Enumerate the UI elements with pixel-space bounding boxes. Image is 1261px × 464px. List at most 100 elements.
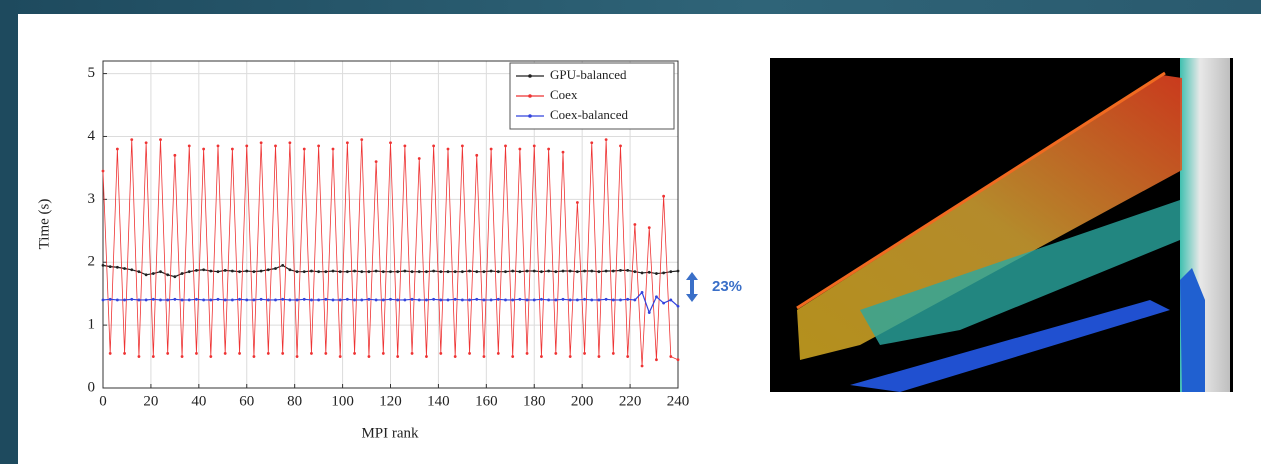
- data-point: [252, 298, 256, 302]
- data-point: [432, 297, 436, 301]
- data-point: [626, 297, 630, 301]
- data-point: [374, 269, 378, 273]
- data-point: [525, 269, 529, 273]
- data-point: [166, 273, 170, 277]
- data-point: [310, 298, 313, 302]
- data-point: [439, 270, 443, 274]
- data-point: [345, 297, 349, 301]
- data-point: [324, 270, 328, 274]
- annotation: 23%: [712, 278, 742, 295]
- simulation-image: [770, 58, 1233, 392]
- data-point: [597, 298, 601, 302]
- data-point: [647, 270, 651, 274]
- data-point: [108, 352, 112, 355]
- data-point: [439, 352, 443, 355]
- data-point: [410, 297, 414, 301]
- data-point: [640, 291, 644, 294]
- data-point: [561, 150, 565, 154]
- data-point: [266, 298, 270, 302]
- data-point: [230, 269, 234, 273]
- data-point: [166, 352, 170, 355]
- data-point: [202, 268, 206, 272]
- data-point: [561, 297, 565, 301]
- data-point: [288, 141, 292, 145]
- data-point: [187, 144, 191, 148]
- x-tick-label: 20: [143, 393, 158, 409]
- data-point: [101, 169, 105, 173]
- y-tick-label: 0: [88, 379, 96, 395]
- data-point: [274, 298, 277, 302]
- data-point: [324, 297, 328, 301]
- data-point: [532, 269, 536, 273]
- data-point: [425, 270, 428, 274]
- data-point: [439, 298, 443, 302]
- data-point: [173, 275, 177, 279]
- data-point: [137, 270, 141, 274]
- data-point: [655, 295, 658, 299]
- data-point: [130, 138, 134, 142]
- data-point: [547, 147, 551, 151]
- data-point: [367, 297, 371, 301]
- data-point: [669, 355, 673, 358]
- data-point: [496, 297, 500, 301]
- data-point: [115, 298, 119, 302]
- data-point: [202, 298, 206, 302]
- data-point: [460, 144, 464, 148]
- data-point: [432, 269, 436, 273]
- data-point: [568, 298, 572, 302]
- data-point: [345, 141, 349, 145]
- data-point: [626, 269, 630, 272]
- x-tick-label: 100: [331, 393, 354, 409]
- data-point: [482, 270, 486, 274]
- data-point: [108, 265, 112, 269]
- data-point: [230, 147, 234, 151]
- data-point: [489, 147, 493, 151]
- data-point: [496, 352, 500, 355]
- data-point: [144, 141, 148, 145]
- data-point: [655, 272, 658, 275]
- y-tick-label: 1: [88, 317, 96, 333]
- data-point: [216, 297, 220, 301]
- data-point: [115, 147, 119, 151]
- data-point: [460, 270, 464, 274]
- data-point: [453, 270, 457, 274]
- x-tick-label: 0: [99, 393, 107, 409]
- data-point: [597, 270, 601, 274]
- data-point: [209, 355, 213, 358]
- data-point: [123, 352, 126, 355]
- data-point: [518, 147, 522, 151]
- data-point: [640, 271, 644, 275]
- data-point: [216, 144, 220, 148]
- image-edge: [796, 71, 1166, 310]
- data-point: [295, 270, 299, 274]
- data-point: [583, 297, 586, 301]
- image-body: [797, 75, 1182, 360]
- data-point: [504, 298, 507, 302]
- data-point: [259, 141, 263, 145]
- data-point: [669, 298, 673, 302]
- data-point: [489, 269, 493, 273]
- data-point: [611, 298, 615, 302]
- data-point: [252, 355, 256, 358]
- data-point: [281, 297, 285, 301]
- data-point: [338, 355, 342, 358]
- data-point: [583, 269, 586, 273]
- data-point: [619, 298, 622, 302]
- data-point: [245, 269, 249, 273]
- legend-marker: [528, 114, 532, 118]
- data-point: [547, 269, 551, 273]
- data-point: [396, 298, 400, 302]
- data-point: [159, 270, 162, 274]
- data-point: [151, 272, 155, 275]
- data-point: [137, 298, 141, 302]
- data-point: [130, 268, 134, 272]
- data-point: [338, 270, 342, 274]
- data-point: [626, 355, 630, 358]
- data-point: [180, 298, 184, 302]
- data-point: [417, 157, 421, 160]
- data-point: [367, 270, 371, 274]
- y-tick-label: 5: [88, 65, 96, 81]
- data-point: [259, 269, 263, 273]
- data-point: [662, 194, 666, 198]
- data-point: [216, 270, 220, 274]
